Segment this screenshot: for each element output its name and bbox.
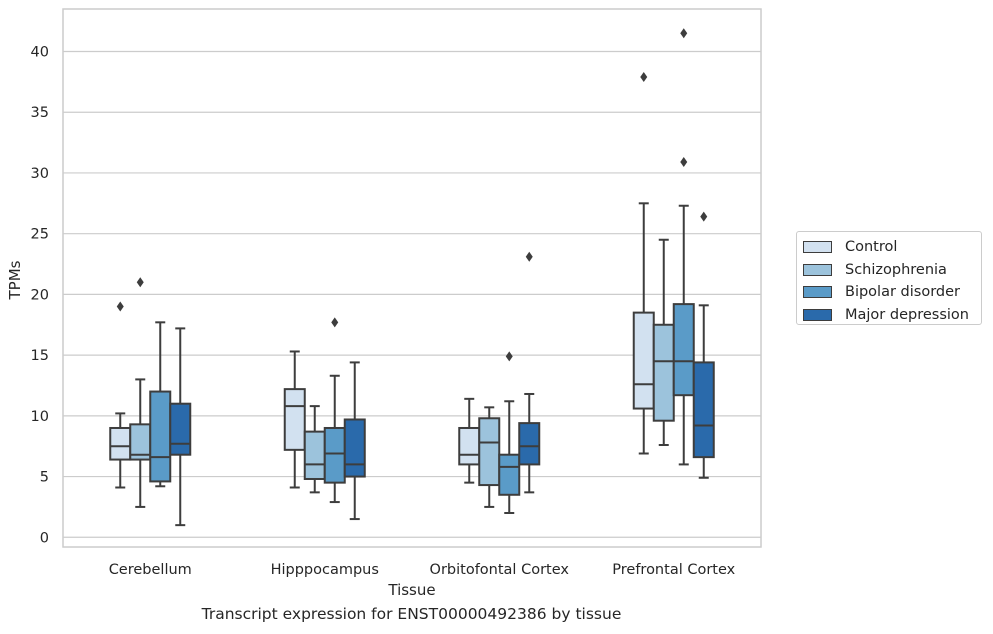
y-axis-label: TPMs	[6, 260, 24, 300]
y-tick-label: 25	[31, 227, 49, 243]
legend-label: Bipolar disorder	[845, 284, 960, 301]
x-axis-label: Tissue	[387, 581, 435, 599]
outlier-point	[680, 157, 688, 168]
legend-item: Bipolar disorder	[803, 281, 981, 304]
outlier-point	[640, 72, 648, 83]
box-iqr	[323, 426, 346, 484]
box-iqr	[478, 417, 501, 487]
box-iqr	[343, 418, 366, 478]
y-tick-label: 40	[31, 45, 49, 61]
legend-label: Major depression	[845, 306, 969, 323]
legend-swatch	[803, 308, 832, 321]
legend-label: Control	[845, 239, 898, 256]
outlier-point	[136, 277, 144, 288]
box-iqr	[498, 453, 521, 496]
box-iqr	[632, 311, 655, 410]
y-tick-label: 5	[40, 470, 49, 486]
legend-item: Schizophrenia	[803, 259, 981, 282]
y-tick-label: 30	[31, 166, 49, 182]
box-plot-box	[169, 327, 192, 527]
box-plot-box	[129, 277, 152, 508]
y-tick-label: 0	[40, 530, 49, 546]
plot-frame	[62, 8, 762, 548]
y-tick-label: 15	[31, 348, 49, 364]
box-plot-box	[498, 351, 521, 514]
box-iqr	[169, 402, 192, 456]
outlier-point	[700, 211, 708, 222]
x-tick-label: Prefrontal Cortex	[612, 562, 735, 578]
box-iqr	[149, 390, 172, 483]
box-plot-box	[692, 211, 715, 479]
outlier-point	[505, 351, 513, 362]
x-tick-labels: Cerebellum Hipppocampus Orbitofontal Corte…	[109, 562, 736, 578]
outlier-point	[331, 317, 339, 328]
box-plot-series	[109, 28, 715, 527]
legend-swatch	[803, 241, 832, 254]
y-tick-labels: 0 5 10 15 20 25 30 35 40	[31, 45, 49, 547]
box-plot-box	[632, 72, 655, 455]
legend-swatch	[803, 263, 832, 276]
box-plot-box	[149, 321, 172, 488]
legend-item: Major depression	[803, 304, 981, 327]
box-iqr	[303, 430, 326, 480]
y-tick-label: 20	[31, 287, 49, 303]
outlier-point	[116, 301, 124, 312]
box-iqr	[283, 388, 306, 451]
y-tick-label: 10	[31, 409, 49, 425]
box-plot-box	[109, 301, 132, 489]
x-tick-label: Orbitofontal Cortex	[430, 562, 570, 578]
legend-swatch	[803, 286, 832, 299]
box-iqr	[518, 422, 541, 466]
outlier-point	[525, 251, 533, 262]
box-plot-box	[652, 238, 675, 446]
x-tick-label: Cerebellum	[109, 562, 192, 578]
box-plot-box	[518, 251, 541, 494]
box-plot-box	[343, 361, 366, 521]
box-plot-box	[283, 350, 306, 489]
box-plot-box	[458, 397, 481, 484]
box-plot-box	[323, 317, 346, 504]
outlier-point	[680, 28, 688, 39]
legend-label: Schizophrenia	[845, 261, 947, 278]
x-tick-label: Hipppocampus	[271, 562, 379, 578]
y-tick-label: 35	[31, 105, 49, 121]
box-iqr	[458, 426, 481, 466]
box-iqr	[672, 303, 695, 397]
box-plot-box	[672, 28, 695, 466]
legend: Control Schizophrenia Bipolar disorder Majo…	[796, 231, 982, 325]
box-plot-box	[478, 406, 501, 508]
box-iqr	[692, 361, 715, 459]
box-iqr	[109, 426, 132, 461]
box-iqr	[652, 323, 675, 422]
chart-title: Transcript expression for ENST0000049238…	[201, 605, 622, 623]
box-plot-box	[303, 405, 326, 494]
legend-item: Control	[803, 236, 981, 259]
